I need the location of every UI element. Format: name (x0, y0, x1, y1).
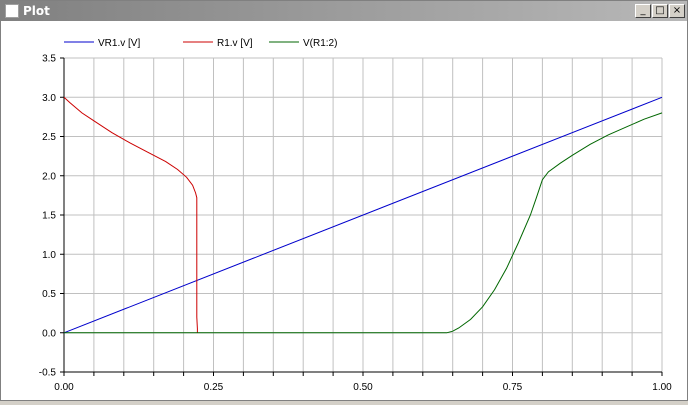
y-tick-label: 3.0 (42, 93, 56, 104)
series-line-3 (64, 112, 663, 334)
x-tick-label: 0.75 (503, 382, 523, 393)
x-tick-label: 0.25 (204, 382, 224, 393)
plot-area: -0.5 0.0 0.5 1.0 1.5 2.0 2.5 3.0 3.5 0.00 0.25 0.50… (1, 21, 687, 400)
close-button[interactable]: × (669, 4, 685, 18)
y-tick-label: 1.5 (42, 211, 56, 222)
title-bar[interactable]: Plot _ □ × (1, 1, 687, 21)
window-title: Plot (23, 4, 50, 18)
minimize-button[interactable]: _ (635, 4, 651, 18)
x-tick-label: 0.00 (54, 382, 74, 393)
legend-label-1: VR1.v [V] (98, 38, 140, 49)
line-chart[interactable]: -0.5 0.0 0.5 1.0 1.5 2.0 2.5 3.0 3.5 0.00 0.25 0.50… (1, 21, 687, 400)
y-tick-label: -0.5 (39, 368, 57, 379)
series-line-2 (63, 96, 198, 333)
y-tick-label: 3.5 (42, 54, 56, 65)
y-tick-label: 2.5 (42, 132, 56, 143)
y-tick-label: 1.0 (42, 250, 56, 261)
x-tick-label: 0.50 (353, 382, 373, 393)
y-tick-label: 0.0 (42, 328, 56, 339)
y-tick-label: 0.5 (42, 289, 56, 300)
maximize-button[interactable]: □ (652, 4, 668, 18)
legend-label-3: V(R1:2) (303, 38, 337, 49)
series-line-1 (63, 96, 663, 334)
legend-label-2: R1.v [V] (217, 38, 253, 49)
y-tick-label: 2.0 (42, 171, 56, 182)
app-icon (5, 4, 19, 18)
x-tick-label: 1.00 (652, 382, 672, 393)
